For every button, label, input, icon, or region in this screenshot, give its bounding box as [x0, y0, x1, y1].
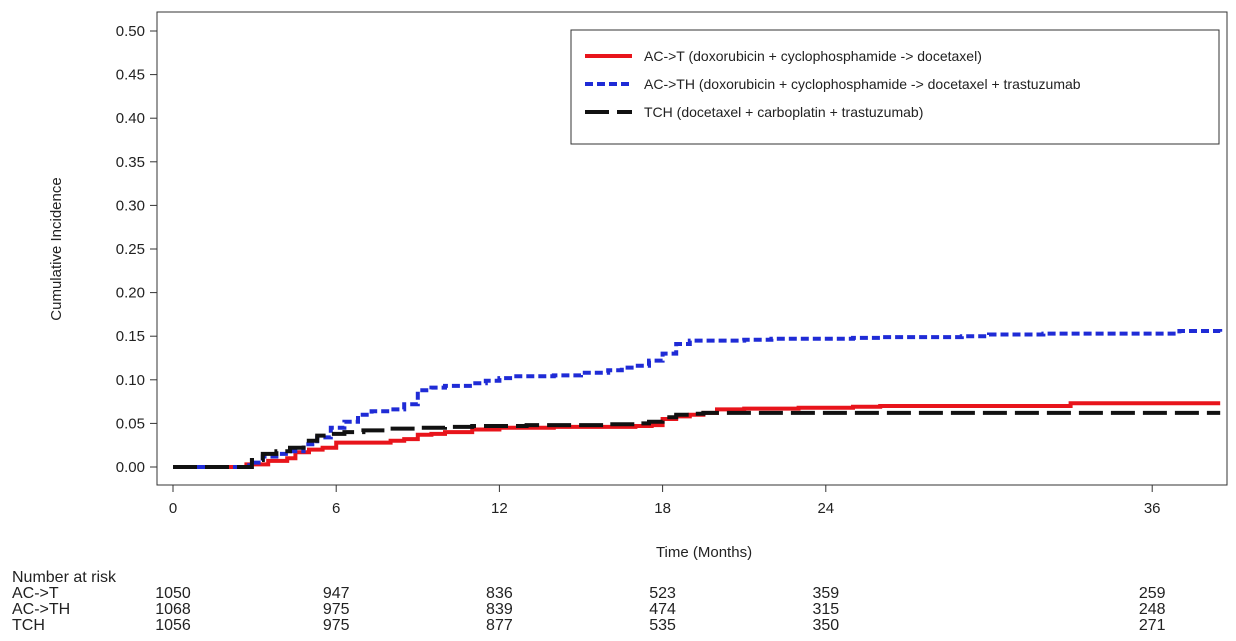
y-axis-label: Cumulative Incidence [48, 177, 65, 320]
risk-count: 350 [812, 617, 839, 634]
x-axis-label: Time (Months) [656, 544, 752, 561]
risk-count: 839 [486, 601, 513, 618]
risk-row-label: TCH [12, 617, 45, 634]
series-line-0 [173, 401, 1221, 469]
risk-count: 474 [649, 601, 676, 618]
y-tick-label: 0.35 [116, 154, 145, 171]
risk-count: 1050 [155, 585, 191, 602]
series-line-1 [173, 329, 1223, 469]
x-axis: 0 6 12 18 24 36 [169, 485, 1161, 517]
y-tick-label: 0.00 [116, 459, 145, 476]
risk-row-label: AC->T [12, 585, 59, 602]
x-tick-label: 12 [491, 500, 508, 517]
x-tick-label: 18 [654, 500, 671, 517]
legend-label-1: AC->TH (doxorubicin + cyclophosphamide -… [644, 76, 1081, 92]
risk-count: 523 [649, 585, 676, 602]
legend: AC->T (doxorubicin + cyclophosphamide ->… [570, 29, 1220, 145]
y-tick-label: 0.45 [116, 67, 145, 84]
y-tick-label: 0.10 [116, 372, 145, 389]
legend-label-2: TCH (docetaxel + carboplatin + trastuzum… [644, 104, 923, 120]
risk-row-label: AC->TH [12, 601, 70, 618]
risk-count: 248 [1139, 601, 1166, 618]
risk-count: 1056 [155, 617, 191, 634]
y-tick-label: 0.20 [116, 285, 145, 302]
y-axis: 0.00 0.05 0.10 0.15 0.20 0.25 0.30 0.35 0.40 0.45… [116, 23, 157, 476]
x-tick-label: 36 [1144, 500, 1161, 517]
x-tick-label: 6 [332, 500, 340, 517]
risk-count: 836 [486, 585, 513, 602]
x-tick-label: 0 [169, 500, 177, 517]
y-tick-label: 0.40 [116, 110, 145, 127]
risk-count: 975 [323, 617, 350, 634]
legend-box [570, 29, 1220, 145]
number-at-risk-table: Number at risk AC->T 1050 947 836 523 359 259 A… [12, 569, 1166, 634]
y-tick-label: 0.50 [116, 23, 145, 40]
x-tick-label: 24 [817, 500, 834, 517]
risk-count: 315 [812, 601, 839, 618]
risk-count: 1068 [155, 601, 191, 618]
risk-count: 259 [1139, 585, 1166, 602]
risk-count: 975 [323, 601, 350, 618]
y-tick-label: 0.30 [116, 197, 145, 214]
legend-label-0: AC->T (doxorubicin + cyclophosphamide ->… [644, 48, 982, 64]
risk-count: 271 [1139, 617, 1166, 634]
y-tick-label: 0.25 [116, 241, 145, 258]
risk-count: 359 [812, 585, 839, 602]
y-tick-label: 0.15 [116, 328, 145, 345]
risk-count: 947 [323, 585, 350, 602]
risk-table-title: Number at risk [12, 569, 117, 586]
risk-count: 535 [649, 617, 676, 634]
y-tick-label: 0.05 [116, 415, 145, 432]
series-layer [173, 329, 1223, 469]
series-line-2 [173, 410, 1221, 469]
risk-count: 877 [486, 617, 513, 634]
